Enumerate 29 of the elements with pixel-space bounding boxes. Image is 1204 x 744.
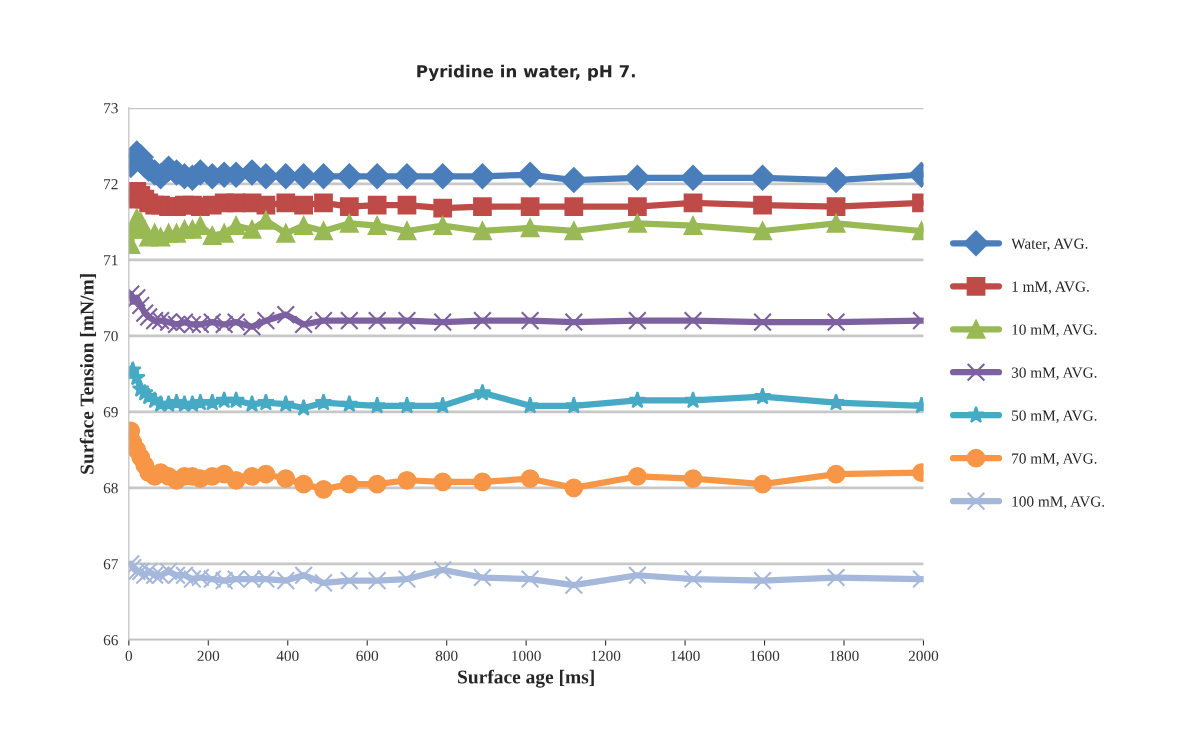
x-tick-label: 1000	[512, 650, 541, 662]
x-tick-label: 800	[435, 650, 458, 662]
x-tick-label: 200	[197, 650, 220, 662]
x-tick-label: 1800	[830, 650, 859, 662]
y-tick-label: 67	[103, 559, 118, 570]
y-tick-label: 66	[103, 635, 118, 646]
legend-label: 30 mM, AVG.	[1011, 367, 1097, 380]
legend-label: 70 mM, AVG.	[1012, 453, 1097, 466]
legend-label: 10 mM, AVG.	[1012, 324, 1097, 337]
y-tick-label: 68	[103, 482, 118, 494]
x-tick-label: 1600	[750, 650, 780, 662]
chart-title: Pyridine in water, pH 7.	[417, 64, 635, 81]
x-tick-label: 2000	[908, 650, 939, 662]
legend-label: 1 mM, AVG.	[1012, 281, 1089, 294]
y-tick-label: 72	[104, 179, 118, 190]
legend-label: 50 mM, AVG.	[1012, 410, 1097, 423]
y-tick-label: 73	[104, 103, 118, 114]
y-tick-label: 71	[104, 255, 118, 266]
x-tick-label: 0	[125, 650, 133, 662]
x-tick-label: 1400	[671, 650, 700, 662]
x-axis-title: Surface age [ms]	[458, 669, 594, 688]
x-tick-label: 1200	[591, 650, 621, 662]
y-tick-label: 70	[104, 331, 118, 342]
y-tick-label: 69	[103, 407, 118, 418]
x-tick-label: 600	[356, 650, 379, 662]
x-tick-label: 400	[276, 650, 299, 662]
legend-label: 100 mM, AVG.	[1012, 496, 1105, 509]
legend-label: Water, AVG.	[1011, 238, 1088, 251]
y-axis-title: Surface Tension [mN/m]	[79, 274, 97, 474]
